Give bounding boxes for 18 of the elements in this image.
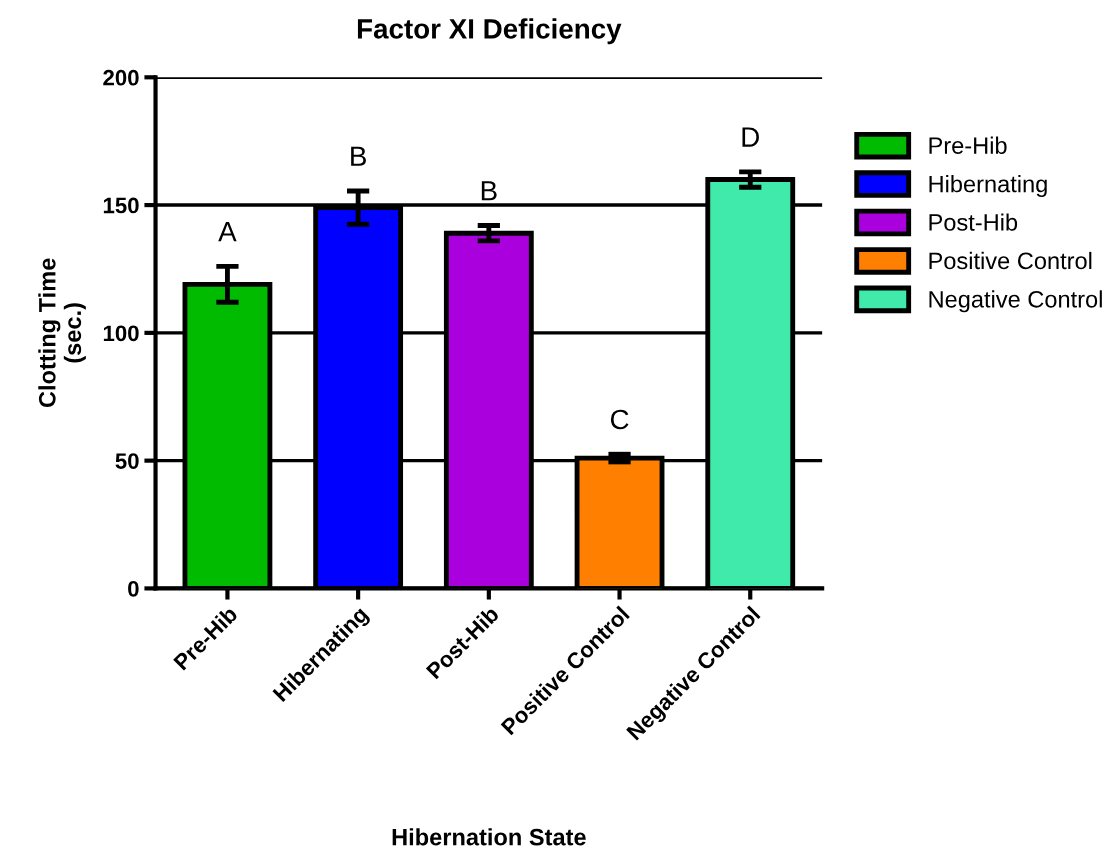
annotation: C — [610, 409, 629, 430]
legend-label: Post-Hib — [929, 213, 1018, 231]
y-tick-label: 150 — [103, 197, 139, 214]
y-tick-label: 0 — [128, 580, 139, 597]
y-tick-label: 100 — [103, 325, 139, 342]
annotation: B — [351, 146, 366, 166]
annotation: D — [742, 127, 759, 147]
annotation: B — [481, 181, 497, 201]
legend-label: Negative Control — [929, 290, 1102, 313]
annotation: A — [218, 222, 237, 242]
chart-title: Factor XI Deficiency — [357, 18, 622, 45]
legend-label: Hibernating — [929, 175, 1047, 198]
legend-label: Positive Control — [929, 251, 1092, 270]
legend-label: Pre-Hib — [929, 136, 1007, 154]
x-axis-title: Hibernation State — [392, 828, 586, 846]
y-tick-label: 200 — [103, 69, 139, 86]
y-axis-title: Clotting Time (sec.) — [38, 258, 86, 408]
y-tick-label: 50 — [115, 453, 139, 469]
